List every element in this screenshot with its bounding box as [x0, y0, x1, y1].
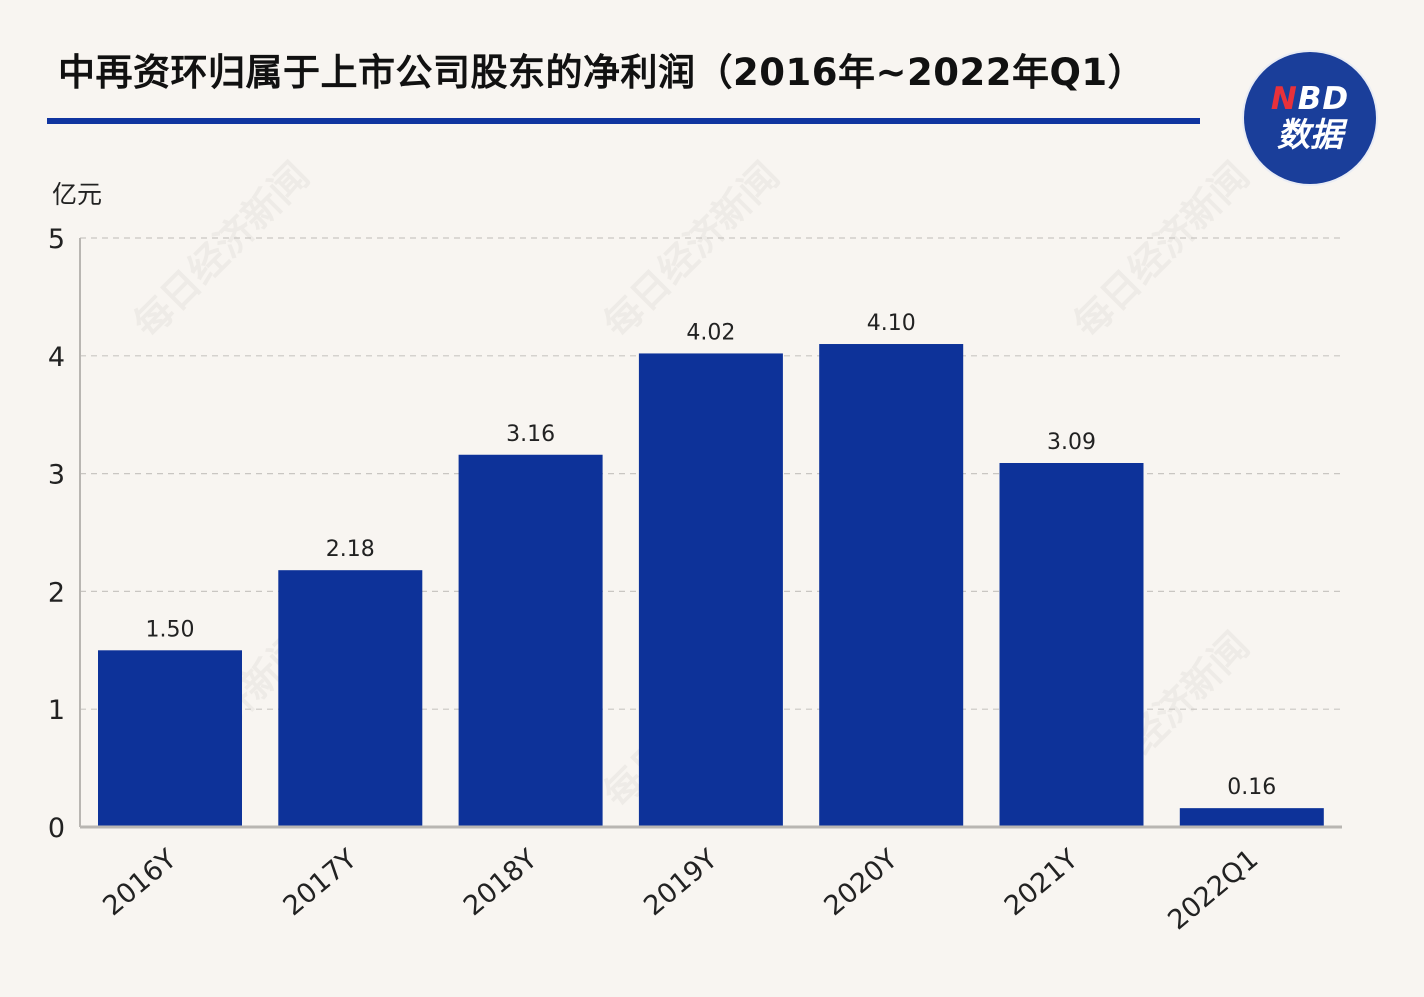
y-tick-label: 2	[48, 577, 65, 608]
value-label: 3.16	[506, 422, 555, 447]
y-tick-label: 0	[48, 813, 65, 844]
bar	[278, 570, 423, 827]
title-underline	[47, 118, 1200, 124]
bar	[98, 650, 242, 827]
bar	[1179, 808, 1324, 827]
logo-brand: NBD	[1271, 82, 1349, 116]
x-tick-label: 2019Y	[638, 843, 724, 922]
x-tick-label: 2022Q1	[1162, 844, 1264, 937]
value-label: 0.16	[1227, 775, 1276, 800]
bar	[458, 454, 603, 827]
axes	[79, 238, 1342, 829]
y-tick-label: 4	[48, 342, 65, 373]
nbd-logo: NBD 数据	[1244, 52, 1376, 184]
y-tick-label: 3	[48, 460, 65, 491]
x-tick-label: 2020Y	[818, 843, 904, 922]
value-labels: 1.50 2.18 3.16 4.02 4.10 3.09 0.16	[146, 311, 1277, 800]
logo-brand-n: N	[1270, 81, 1298, 117]
y-axis-unit-label: 亿元	[52, 180, 102, 209]
x-tick-label: 2017Y	[278, 843, 364, 922]
value-label: 3.09	[1047, 430, 1096, 455]
y-tick-label: 5	[48, 224, 65, 255]
value-label: 4.02	[686, 320, 735, 345]
x-tick-labels: 2016Y 2017Y 2018Y 2019Y 2020Y 2021Y 2022Q1	[97, 843, 1264, 936]
value-label: 4.10	[867, 311, 916, 336]
logo-brand-rest: BD	[1297, 81, 1350, 117]
value-label: 2.18	[326, 537, 375, 562]
y-tick-labels: 0 1 2 3 4 5	[48, 224, 65, 844]
bar	[819, 344, 964, 827]
x-tick-label: 2021Y	[999, 843, 1085, 922]
bars	[98, 344, 1324, 827]
bar	[638, 353, 783, 827]
bar	[999, 462, 1144, 827]
logo-sub: 数据	[1277, 115, 1343, 154]
y-tick-label: 1	[48, 695, 65, 726]
x-tick-label: 2018Y	[458, 843, 544, 922]
chart-title: 中再资环归属于上市公司股东的净利润（2016年~2022年Q1）	[58, 51, 1146, 94]
x-tick-label: 2016Y	[97, 843, 183, 922]
value-label: 1.50	[146, 617, 195, 642]
